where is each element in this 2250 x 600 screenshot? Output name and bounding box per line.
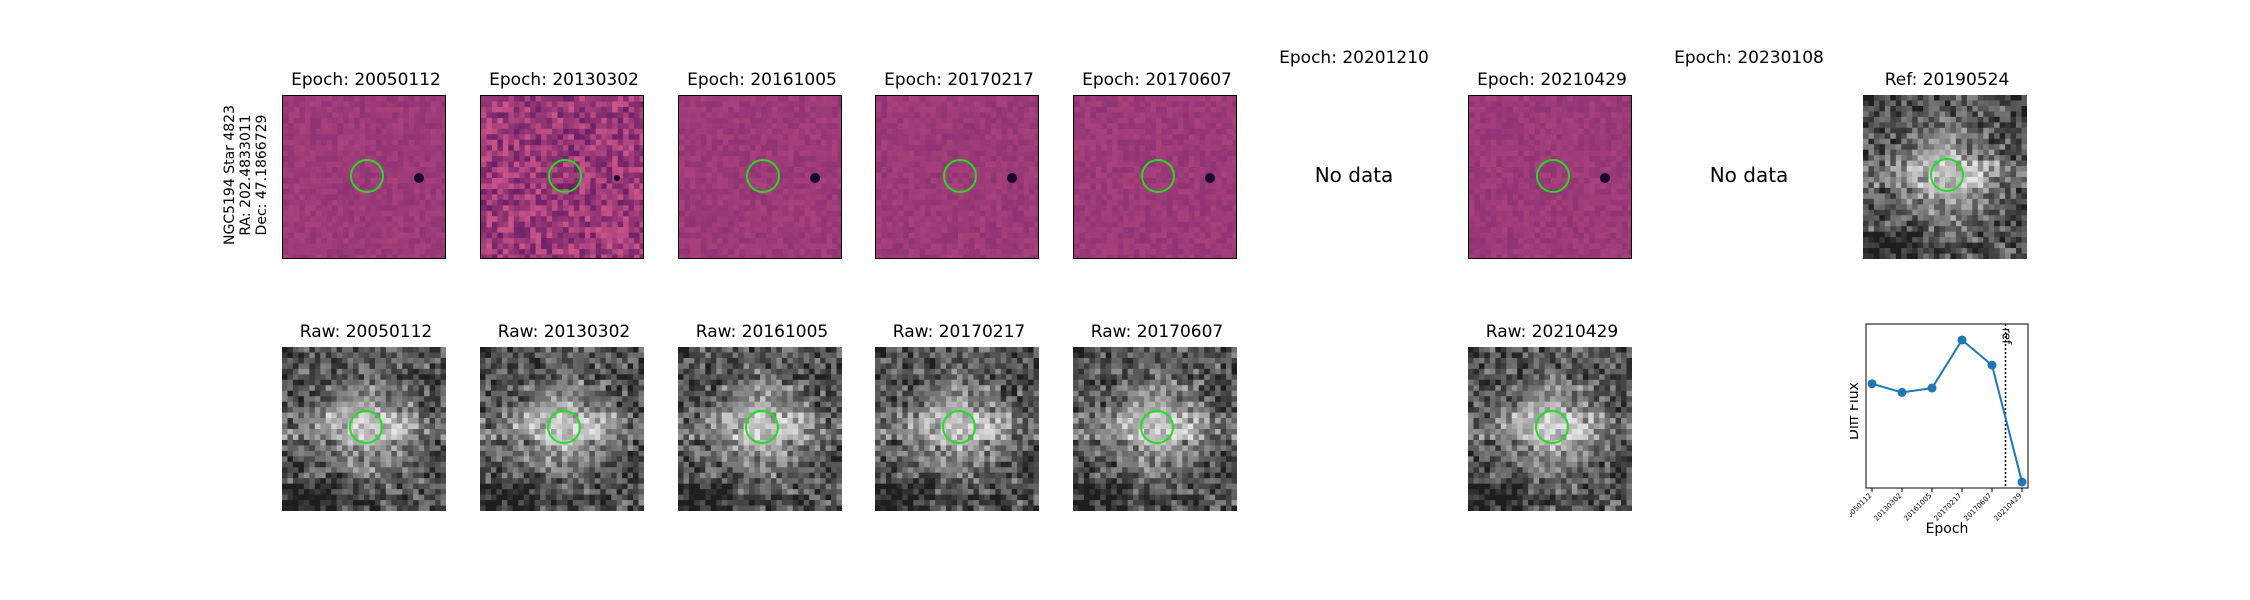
raw-title-4: Raw: 20170217 xyxy=(892,322,1026,342)
raw-title-6: Raw: 20210429 xyxy=(1485,322,1619,342)
raw-title-3: Raw: 20161005 xyxy=(695,322,829,342)
data-point xyxy=(1867,379,1877,389)
target-circle xyxy=(1536,159,1570,193)
data-point xyxy=(1987,360,1997,370)
raw-image-4 xyxy=(875,347,1039,511)
target-circle xyxy=(745,410,779,444)
no-data-label-2: No data xyxy=(1709,163,1789,187)
x-tick-label: 20130302 xyxy=(1873,492,1904,523)
x-tick-label: 20170217 xyxy=(1933,492,1964,523)
x-axis-label: Epoch xyxy=(1926,521,1969,536)
data-point xyxy=(1957,335,1967,345)
diff-title-7: Epoch: 20210429 xyxy=(1477,70,1627,90)
star-label: NGC5194 Star 4823 RA: 202.4833011 Dec: 4… xyxy=(222,95,270,255)
raw-title-1: Raw: 20050112 xyxy=(299,322,433,342)
dark-source xyxy=(1007,173,1017,183)
target-circle xyxy=(1535,410,1569,444)
series-line xyxy=(1871,338,2023,483)
diff-title-6: Epoch: 20201210 xyxy=(1279,48,1429,68)
x-tick-label: 20170607 xyxy=(1963,492,1994,523)
raw-image-3 xyxy=(678,347,842,511)
star-ra: RA: 202.4833011 xyxy=(238,114,254,236)
raw-image-2 xyxy=(480,347,644,511)
light-curve-svg: ref 20050112 20130302 20161005 20170217 20170… xyxy=(1843,323,2029,537)
raw-image-5 xyxy=(1073,347,1237,511)
target-circle xyxy=(547,410,581,444)
diff-image-3 xyxy=(678,95,842,259)
no-data-label-1: No data xyxy=(1314,163,1394,187)
diff-title-2: Epoch: 20130302 xyxy=(489,70,639,90)
target-circle xyxy=(349,410,383,444)
y-axis-label: Diff Flux xyxy=(1850,382,1862,440)
ref-title: Ref: 20190524 xyxy=(1884,70,2010,90)
diff-title-3: Epoch: 20161005 xyxy=(687,70,837,90)
ref-image xyxy=(1863,95,2027,259)
diff-image-1 xyxy=(282,95,446,259)
dark-source xyxy=(614,175,620,181)
target-circle xyxy=(1141,159,1175,193)
raw-image-1 xyxy=(282,347,446,511)
dark-source xyxy=(1205,173,1215,183)
diff-title-1: Epoch: 20050112 xyxy=(291,70,441,90)
target-circle xyxy=(1930,158,1964,192)
dark-source xyxy=(414,173,424,183)
diff-title-4: Epoch: 20170217 xyxy=(884,70,1034,90)
data-point xyxy=(2017,477,2027,487)
ref-marker-label: ref xyxy=(2000,328,2014,345)
target-circle xyxy=(350,159,384,193)
target-circle xyxy=(943,159,977,193)
x-tick-label: 20050112 xyxy=(1850,492,1873,523)
x-tick-label: 20210429 xyxy=(1993,492,2024,523)
raw-title-2: Raw: 20130302 xyxy=(497,322,631,342)
dark-source xyxy=(810,173,820,183)
target-circle xyxy=(942,410,976,444)
star-name: NGC5194 Star 4823 xyxy=(222,105,238,245)
dark-source xyxy=(1600,173,1610,183)
light-curve-chart: ref 20050112 20130302 20161005 20170217 20170… xyxy=(1843,320,2030,537)
star-dec: Dec: 47.1866729 xyxy=(254,114,270,236)
diff-title-8: Epoch: 20230108 xyxy=(1674,48,1824,68)
diff-image-2 xyxy=(480,95,644,259)
data-point xyxy=(1897,387,1907,397)
diff-image-7 xyxy=(1468,95,1632,259)
light-curve-frame xyxy=(1865,323,2029,489)
raw-image-6 xyxy=(1468,347,1632,511)
data-point xyxy=(1927,383,1937,393)
diff-image-4 xyxy=(875,95,1039,259)
diff-image-5 xyxy=(1073,95,1237,259)
x-tick-label: 20161005 xyxy=(1903,492,1934,523)
target-circle xyxy=(548,159,582,193)
diff-title-5: Epoch: 20170607 xyxy=(1082,70,1232,90)
raw-title-5: Raw: 20170607 xyxy=(1090,322,1224,342)
target-circle xyxy=(1140,410,1174,444)
target-circle xyxy=(746,159,780,193)
